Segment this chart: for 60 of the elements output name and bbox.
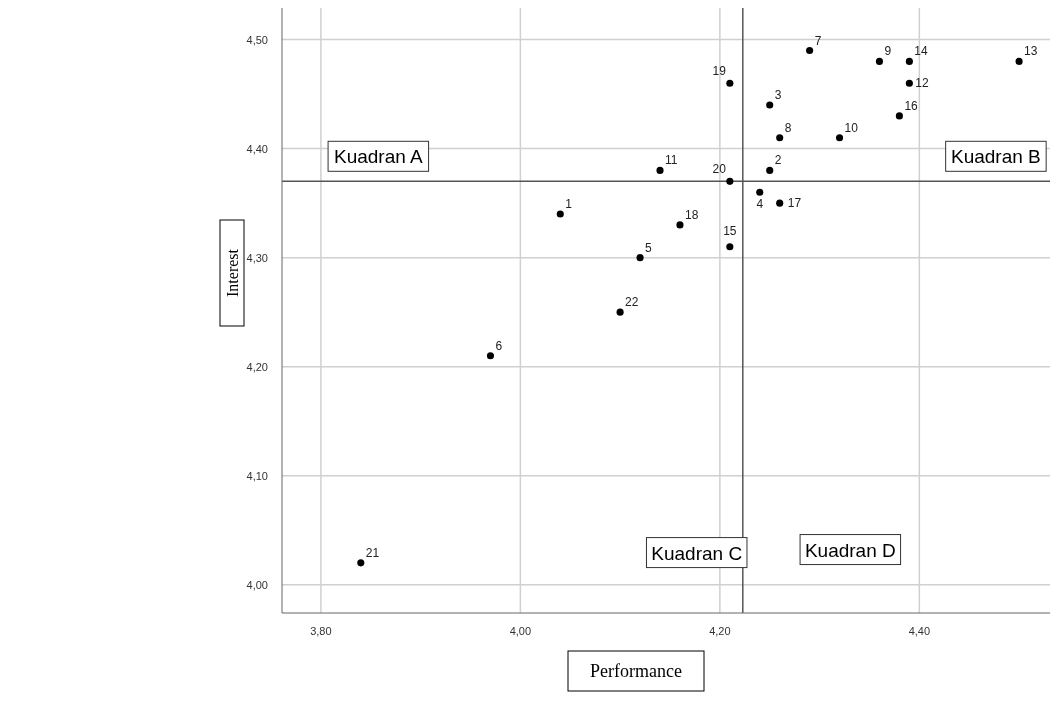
annotation: 1 — [565, 197, 573, 212]
annotation: 20 — [712, 162, 727, 177]
annotation: Kuadran C — [651, 542, 743, 564]
y-axis-title: Interest — [224, 248, 241, 297]
point — [616, 308, 624, 316]
y-tick-label: 4,10 — [246, 469, 268, 482]
point — [905, 57, 913, 65]
point — [726, 177, 734, 185]
annotation: 17 — [787, 196, 802, 211]
annotation: 11 — [665, 153, 678, 168]
annotation: 8 — [784, 120, 792, 135]
annotation: 16 — [904, 98, 919, 113]
y-tick-label: 4,30 — [246, 251, 268, 264]
x-tick-label: 3,80 — [310, 625, 332, 637]
point — [776, 134, 784, 142]
annotation: 19 — [712, 64, 727, 79]
annotation: Kuadran A — [333, 146, 424, 168]
point — [1015, 57, 1023, 65]
annotation: 18 — [684, 207, 699, 222]
annotation: 13 — [1024, 44, 1038, 59]
point — [766, 101, 774, 109]
y-tick-label: 4,40 — [246, 142, 268, 155]
annotation: 14 — [914, 44, 929, 59]
point — [556, 210, 564, 218]
annotation: Kuadran B — [951, 146, 1041, 168]
y-tick-label: 4,20 — [246, 360, 268, 373]
annotation: 6 — [495, 338, 503, 353]
point — [875, 57, 884, 65]
annotation: 3 — [774, 88, 782, 103]
annotation: 2 — [774, 153, 782, 168]
annotation: 7 — [814, 33, 822, 48]
x-tick-label: 4,20 — [709, 625, 731, 637]
x-axis-title: Performance — [590, 661, 682, 681]
annotation: 22 — [625, 295, 639, 310]
point — [766, 166, 774, 174]
annotation: 10 — [844, 120, 859, 135]
point — [486, 352, 495, 360]
point — [726, 79, 734, 87]
point — [636, 254, 644, 262]
point — [905, 79, 913, 87]
point — [676, 221, 684, 229]
point — [656, 166, 664, 174]
annotation: Kuadran D — [804, 539, 896, 561]
annotation: 21 — [365, 545, 380, 560]
annotation: 15 — [723, 223, 737, 238]
annotation: 12 — [915, 76, 930, 91]
annotation: 9 — [884, 44, 892, 59]
x-tick-label: 4,00 — [509, 625, 532, 637]
point — [357, 559, 365, 567]
point — [756, 188, 764, 196]
x-tick-label: 4,40 — [908, 625, 931, 637]
point — [776, 199, 784, 207]
annotation: 4 — [756, 197, 764, 212]
point — [835, 134, 844, 142]
annotation: 5 — [645, 240, 653, 255]
point — [806, 46, 814, 55]
y-tick-label: 4,00 — [246, 578, 268, 591]
y-tick-label: 4,50 — [246, 33, 268, 46]
point — [895, 112, 903, 120]
point — [726, 243, 734, 251]
